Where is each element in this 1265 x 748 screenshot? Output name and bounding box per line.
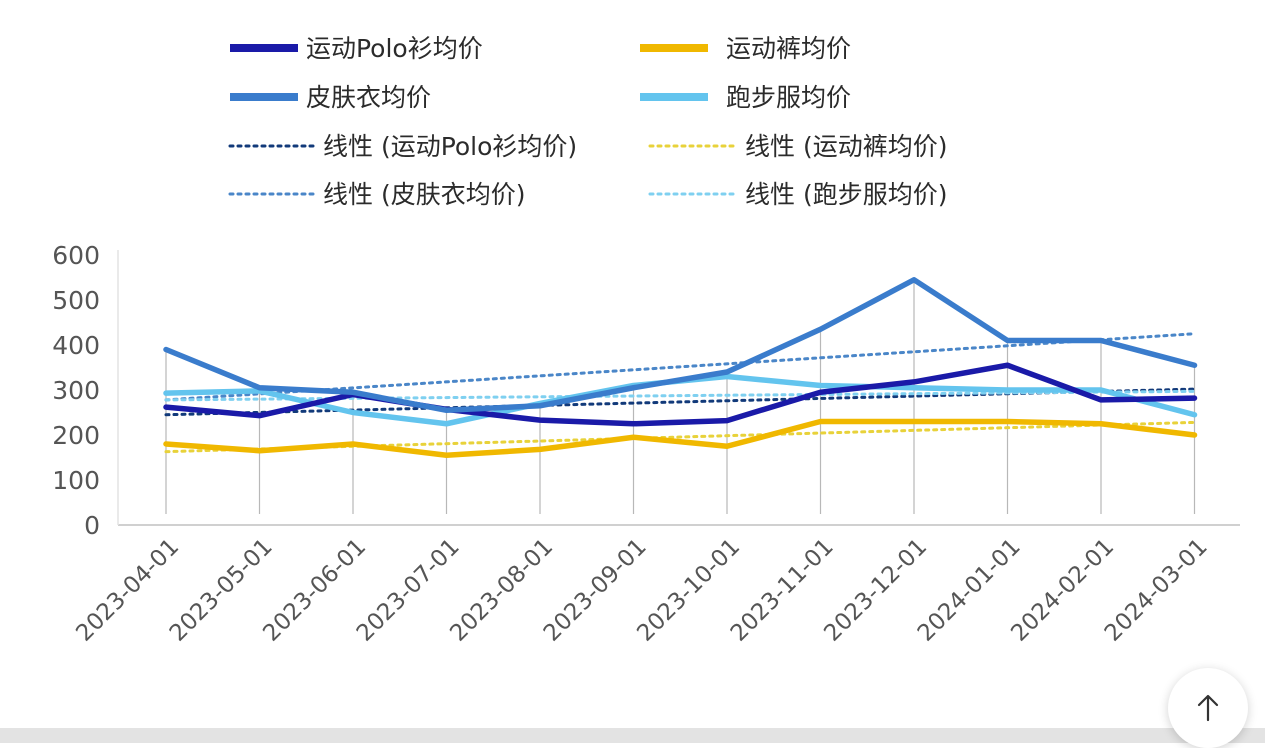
legend-label: 跑步服均价 [726,83,851,112]
y-tick-label: 300 [52,376,100,405]
series-line [163,362,1198,427]
series-line [163,418,1198,458]
legend-label: 线性 (皮肤衣均价) [323,180,525,209]
legend-label: 线性 (跑步服均价) [745,180,947,209]
y-tick-label: 0 [84,511,100,540]
scroll-to-top-button[interactable] [1168,668,1248,748]
legend-label: 运动裤均价 [726,34,851,63]
series-line [163,277,1198,413]
y-tick-label: 400 [52,331,100,360]
legend-label: 皮肤衣均价 [306,83,431,112]
legend-label: 运动Polo衫均价 [306,34,483,63]
legend-label: 线性 (运动裤均价) [745,132,947,161]
y-tick-label: 500 [52,286,100,315]
data-series [163,277,1198,458]
y-tick-label: 200 [52,421,100,450]
chart-axes: 01002003004005006002023-04-012023-05-012… [52,241,1240,647]
legend-label: 线性 (运动Polo衫均价) [323,132,577,161]
y-tick-label: 100 [52,466,100,495]
arrow-up-icon [1197,694,1219,722]
bottom-scrollbar[interactable] [0,728,1265,743]
y-tick-label: 600 [52,241,100,270]
